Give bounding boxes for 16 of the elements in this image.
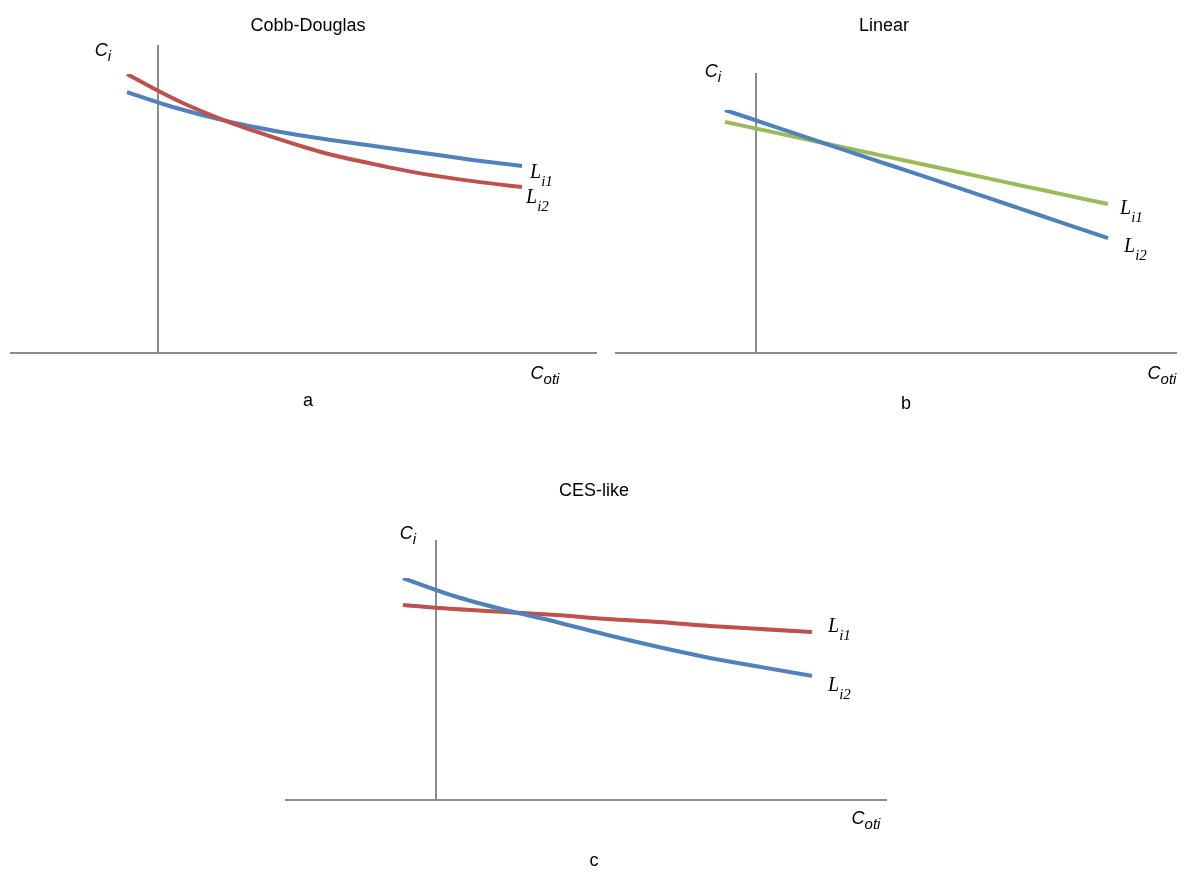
chart-title: Linear: [858, 14, 910, 36]
y-axis-title: C$_{i}$: [399, 523, 417, 547]
chart-title: Cobb-Douglas: [250, 14, 366, 36]
x-axis-title: C$_{oti}$: [1147, 363, 1177, 387]
y-axis-title: C$_{i}$: [704, 61, 722, 85]
series-label: L$_{i2}$: [1123, 234, 1148, 263]
text: a: [302, 389, 314, 411]
y-axis-title: C$_{i}$: [94, 40, 112, 64]
series-label: L$_{i1}$: [1119, 196, 1143, 225]
chart-title: CES-like: [558, 479, 630, 501]
series-label: L$_{i2}$: [827, 673, 852, 702]
text: b: [900, 392, 912, 414]
series-label: L$_{i1}$: [827, 614, 851, 643]
x-axis-title: C$_{oti}$: [530, 363, 560, 387]
text: c: [589, 849, 599, 871]
x-axis-title: C$_{oti}$: [851, 808, 881, 832]
